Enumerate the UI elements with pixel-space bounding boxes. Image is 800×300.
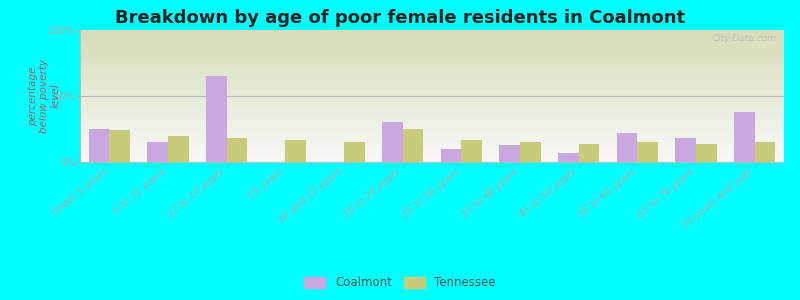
Bar — [734, 112, 754, 162]
Bar — [617, 133, 638, 162]
Bar — [402, 129, 423, 162]
Bar — [638, 142, 658, 162]
Bar — [168, 136, 189, 162]
Text: City-Data.com: City-Data.com — [713, 34, 777, 43]
Bar — [696, 143, 717, 162]
Legend: Coalmont, Tennessee: Coalmont, Tennessee — [299, 272, 501, 294]
Text: Breakdown by age of poor female residents in Coalmont: Breakdown by age of poor female resident… — [115, 9, 685, 27]
Bar — [675, 138, 696, 162]
Bar — [226, 138, 247, 162]
Bar — [441, 149, 462, 162]
Bar — [382, 122, 402, 162]
Bar — [462, 140, 482, 162]
Bar — [147, 142, 168, 162]
Bar — [286, 140, 306, 162]
Y-axis label: percentage
below poverty
level: percentage below poverty level — [27, 59, 61, 133]
Bar — [206, 76, 226, 162]
Bar — [520, 142, 541, 162]
Bar — [89, 129, 110, 162]
Bar — [110, 130, 130, 162]
Bar — [558, 153, 578, 162]
Bar — [344, 142, 365, 162]
Bar — [578, 143, 599, 162]
Bar — [499, 145, 520, 162]
Bar — [754, 142, 775, 162]
